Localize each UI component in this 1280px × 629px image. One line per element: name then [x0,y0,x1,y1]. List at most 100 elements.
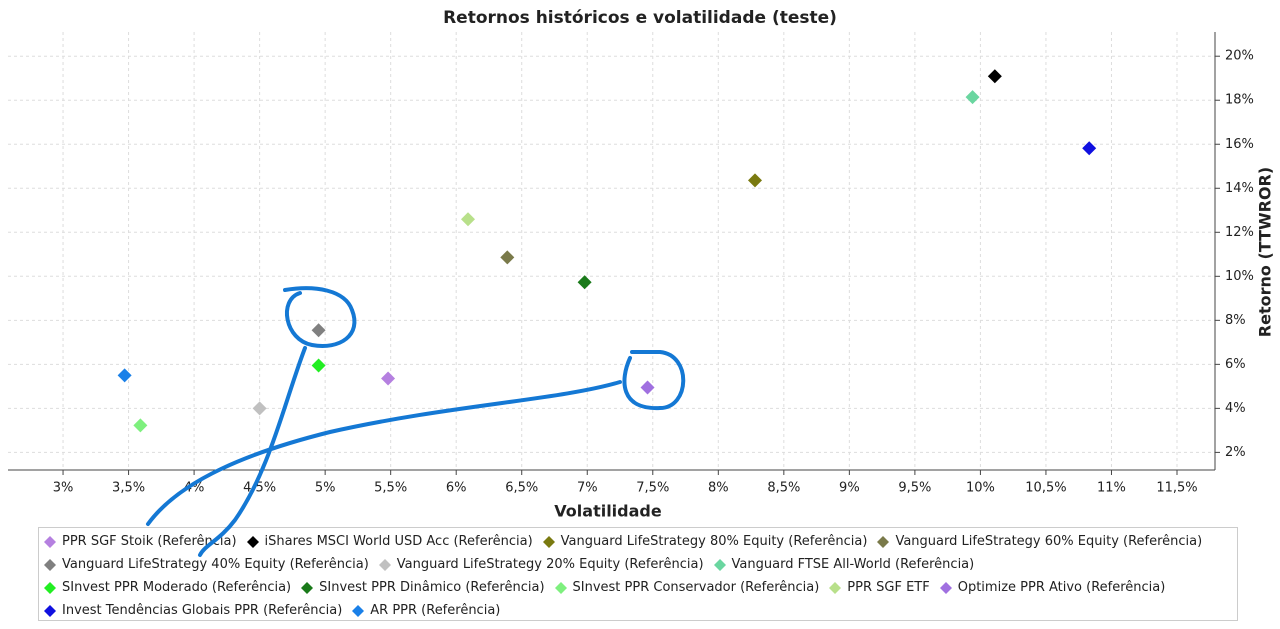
legend-item: Vanguard LifeStrategy 60% Equity (Referê… [876,530,1202,553]
point [133,418,148,433]
legend-swatch [542,535,555,548]
y-tick-label: 6% [1225,357,1246,372]
legend-marker [829,581,842,594]
legend-item: PPR SGF ETF [828,576,930,599]
point [117,368,132,383]
legend-item: SInvest PPR Dinâmico (Referência) [300,576,545,599]
x-tick-label: 10,5% [1025,481,1066,496]
x-tick-label: 4% [184,481,205,496]
legend-marker [877,535,890,548]
x-tick-label: 5% [315,481,336,496]
legend-swatch [301,581,314,594]
legend-swatch [713,558,726,571]
legend-item: AR PPR (Referência) [351,599,500,622]
legend-swatch [44,581,56,594]
legend-label: iShares MSCI World USD Acc (Referência) [264,534,533,549]
legend-marker [542,535,555,548]
y-tick-label: 18% [1225,93,1254,108]
legend-swatch [246,535,259,548]
x-tick-label: 7,5% [636,481,669,496]
x-axis-label: Volatilidade [554,502,662,521]
point [252,401,267,416]
legend-label: Vanguard FTSE All-World (Referência) [731,557,975,572]
point [577,275,592,290]
y-tick-label: 12% [1225,225,1254,240]
chart: Retornos históricos e volatilidade (test… [8,8,1275,521]
point [965,90,980,105]
legend-item: PPR SGF Stoik (Referência) [43,530,237,553]
legend: PPR SGF Stoik (Referência) iShares MSCI W… [38,527,1238,621]
legend-swatch [554,581,567,594]
legend-swatch [44,535,56,548]
legend-marker [44,604,56,617]
x-tick-label: 6% [446,481,467,496]
x-tick-label: 8,5% [767,481,800,496]
legend-label: Vanguard LifeStrategy 80% Equity (Referê… [560,534,868,549]
legend-swatch [877,535,890,548]
legend-item: Vanguard FTSE All-World (Referência) [713,553,975,576]
point [311,323,326,338]
x-tick-label: 6,5% [505,481,538,496]
x-tick-label: 9,5% [898,481,931,496]
x-tick-label: 3,5% [112,481,145,496]
legend-marker [44,581,56,594]
legend-label: Invest Tendências Globais PPR (Referênci… [62,603,343,618]
legend-label: Optimize PPR Ativo (Referência) [957,580,1166,595]
x-tick-label: 8% [708,481,729,496]
x-tick-label: 5,5% [374,481,407,496]
legend-label: Vanguard LifeStrategy 20% Equity (Referê… [396,557,704,572]
legend-item: SInvest PPR Moderado (Referência) [43,576,291,599]
x-tick-label: 4,5% [243,481,276,496]
legend-label: Vanguard LifeStrategy 40% Equity (Referê… [62,557,369,572]
x-tick-label: 11,5% [1156,481,1197,496]
legend-marker [713,558,726,571]
legend-item: Optimize PPR Ativo (Referência) [939,576,1166,599]
y-tick-label: 14% [1225,181,1254,196]
point [748,173,763,188]
chart-title: Retornos históricos e volatilidade (test… [443,8,837,28]
x-tick-label: 7% [577,481,598,496]
y-axis-label: Retorno (TTWROR) [1256,167,1275,337]
y-tick-label: 16% [1225,137,1254,152]
legend-item: SInvest PPR Conservador (Referência) [554,576,820,599]
point [1082,141,1097,156]
x-tick-label: 9% [839,481,860,496]
legend-item: Vanguard LifeStrategy 40% Equity (Referê… [43,553,369,576]
legend-item: Invest Tendências Globais PPR (Referênci… [43,599,342,622]
legend-label: PPR SGF ETF [847,580,930,595]
y-tick-label: 8% [1225,313,1246,328]
legend-label: SInvest PPR Dinâmico (Referência) [319,580,545,595]
legend-marker [554,581,567,594]
legend-item: Vanguard LifeStrategy 80% Equity (Referê… [542,530,868,553]
legend-label: SInvest PPR Conservador (Referência) [572,580,820,595]
legend-marker [352,604,365,617]
legend-swatch [939,581,952,594]
legend-swatch [44,558,56,571]
legend-label: PPR SGF Stoik (Referência) [62,534,237,549]
legend-swatch [44,604,56,617]
legend-label: Vanguard LifeStrategy 60% Equity (Referê… [895,534,1203,549]
point [311,358,326,373]
x-tick-label: 10% [966,481,995,496]
legend-marker [44,535,56,548]
y-tick-label: 4% [1225,401,1246,416]
point [500,250,515,265]
x-tick-label: 11% [1097,481,1126,496]
legend-marker [246,535,259,548]
y-tick-label: 2% [1225,445,1246,460]
legend-marker [939,581,952,594]
legend-label: SInvest PPR Moderado (Referência) [62,580,292,595]
point [381,371,396,386]
legend-marker [301,581,314,594]
legend-swatch [829,581,842,594]
point [987,69,1002,84]
legend-swatch [352,604,365,617]
point [460,212,475,227]
legend-marker [378,558,391,571]
legend-item: iShares MSCI World USD Acc (Referência) [246,530,533,553]
legend-swatch [378,558,391,571]
legend-item: Vanguard LifeStrategy 20% Equity (Referê… [378,553,704,576]
legend-marker [44,558,56,571]
legend-label: AR PPR (Referência) [370,603,501,618]
